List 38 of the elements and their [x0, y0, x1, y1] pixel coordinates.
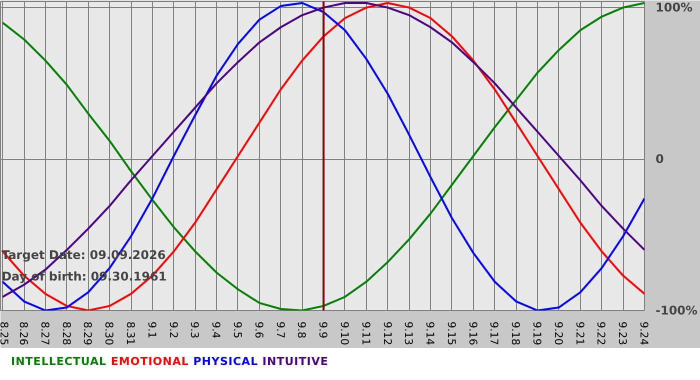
x-tick-label: 9.3	[188, 322, 202, 338]
x-tick-label: 8.31	[124, 322, 138, 346]
text: INTUITIVE	[262, 355, 328, 368]
x-tick-label: 9.13	[402, 322, 416, 346]
x-tick-label: 9.21	[573, 322, 586, 346]
x-tick-label: 8.29	[81, 322, 94, 346]
x-tick-label: 9.9	[316, 322, 330, 339]
x-tick-label: 9.18	[509, 322, 522, 346]
x-tick-label: 9.19	[530, 322, 544, 346]
x-tick-label: 9.6	[252, 322, 266, 339]
y-tick-label: 0	[656, 152, 664, 166]
x-tick-label: 8.27	[38, 322, 52, 346]
x-tick-label: 8.26	[17, 322, 30, 346]
text: PHYSICAL	[193, 355, 258, 368]
text: INTELLECTUAL	[11, 355, 107, 368]
x-tick-label: 9.10	[338, 322, 351, 346]
x-tick-label: 9.5	[230, 322, 244, 338]
x-tick-label: 9.24	[638, 322, 650, 346]
x-tick-label: 9.14	[424, 322, 437, 346]
x-tick-label: 9.1	[145, 322, 158, 338]
x-tick-label: 8.28	[60, 322, 73, 346]
x-tick-label: 9.15	[444, 322, 458, 346]
x-tick-label: 9.2	[166, 322, 180, 338]
x-tick-label: 9.7	[274, 322, 287, 338]
x-tick-label: 9.22	[594, 322, 608, 346]
x-tick-label: 9.23	[616, 322, 630, 346]
x-tick-label: 8.25	[0, 322, 10, 346]
y-tick-label: 100%	[656, 0, 693, 15]
x-tick-label: 9.12	[380, 322, 394, 346]
y-tick-label: -100%	[656, 304, 698, 318]
x-tick-label: 9.8	[295, 322, 308, 339]
x-tick-label: 9.17	[488, 322, 501, 346]
x-tick-label: 8.30	[102, 322, 116, 346]
x-tick-label: 9.4	[210, 322, 223, 339]
x-tick-label: 9.16	[466, 322, 480, 346]
x-tick-label: 9.11	[359, 322, 372, 346]
text: EMOTIONAL	[110, 355, 189, 368]
x-tick-label: 9.20	[552, 322, 565, 346]
